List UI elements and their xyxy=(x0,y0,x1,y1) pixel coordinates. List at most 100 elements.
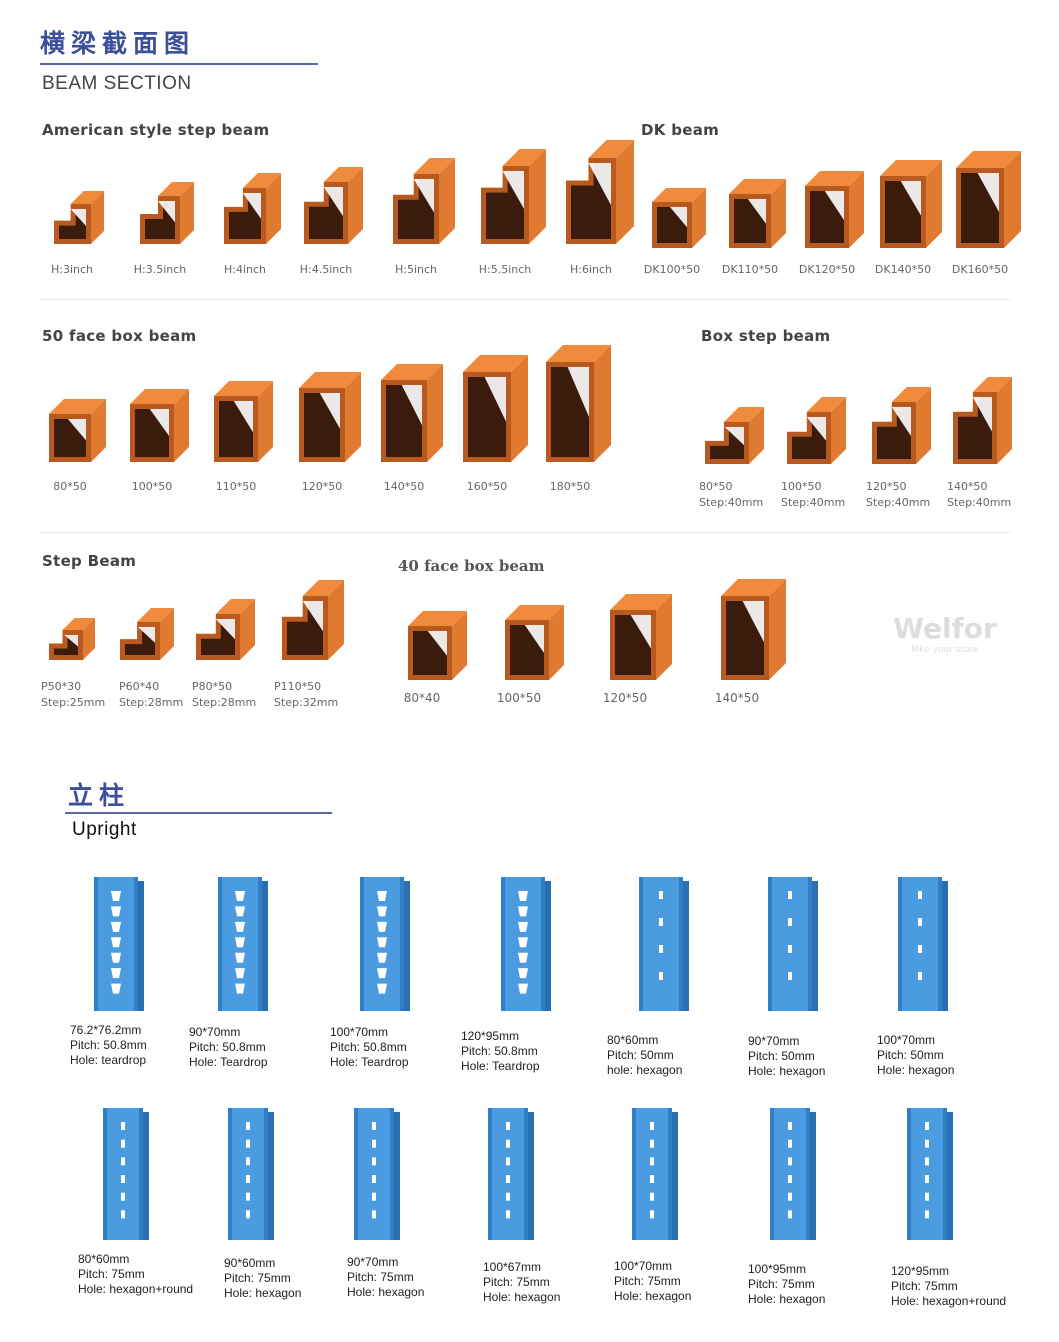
upright-image xyxy=(354,1108,400,1240)
upright-spec-hole: Hole: hexagon xyxy=(224,1286,302,1300)
upright-spec-size: 100*70mm xyxy=(614,1259,673,1273)
upright-spec-hole: Hole: hexagon xyxy=(748,1064,826,1078)
upright-spec-size: 90*70mm xyxy=(189,1025,241,1039)
beam-profile-image xyxy=(140,182,194,244)
beam-profile-image xyxy=(304,167,363,244)
upright-image xyxy=(218,877,268,1011)
title-rule xyxy=(65,812,332,814)
upright-spec-size: 120*95mm xyxy=(891,1264,950,1278)
title-rule xyxy=(40,63,318,65)
beam-profile-image xyxy=(953,377,1012,464)
upright-spec-size: 100*95mm xyxy=(748,1262,807,1276)
beam-size-label: P110*50 xyxy=(274,680,322,693)
beam-profile-image xyxy=(652,188,706,248)
upright-image xyxy=(907,1108,953,1240)
beam-size-label: H:3.5inch xyxy=(133,263,187,276)
beam-profile-image xyxy=(393,158,455,244)
beam-size-label: 100*50 xyxy=(131,480,173,493)
beam-size-label: 120*50 xyxy=(301,480,343,493)
beam-size-label: DK100*50 xyxy=(643,263,701,276)
upright-spec-hole: Hole: Teardrop xyxy=(189,1055,268,1069)
upright-spec-hole: Hole: hexagon+round xyxy=(891,1294,1007,1308)
upright-spec-pitch: Pitch: 50.8mm xyxy=(189,1040,266,1054)
upright-spec-hole: Hole: hexagon xyxy=(614,1289,692,1303)
watermark-brand: Welfor xyxy=(893,612,997,645)
upright-image xyxy=(639,877,689,1011)
beam-size-label: 110*50 xyxy=(215,480,257,493)
upright-spec-pitch: Pitch: 50mm xyxy=(877,1048,944,1062)
beam-profile-image xyxy=(566,140,634,244)
beam-profile-image xyxy=(49,618,95,660)
beam-profile-image xyxy=(120,608,174,660)
beam-profile-image xyxy=(610,594,672,680)
upright-spec-hole: Hole: hexagon xyxy=(748,1292,826,1306)
beam-profile-image xyxy=(505,605,564,680)
beam-profile-image xyxy=(805,171,864,248)
beam-profile-image xyxy=(481,149,546,244)
upright-spec-size: 90*70mm xyxy=(748,1034,800,1048)
upright-spec-hole: Hole: hexagon xyxy=(877,1063,955,1077)
upright-image xyxy=(228,1108,274,1240)
upright-spec-hole: Hole: hexagon xyxy=(347,1285,425,1299)
upright-spec-pitch: Pitch: 50.8mm xyxy=(330,1040,407,1054)
beam-size-label: DK110*50 xyxy=(721,263,779,276)
beam-profile-image xyxy=(224,173,281,244)
beam-size-label: P50*30 xyxy=(41,680,82,693)
beam-step-label: Step:28mm xyxy=(119,696,184,709)
beam-profile-image xyxy=(872,387,931,464)
divider xyxy=(40,532,1010,533)
beam-size-label: H:4inch xyxy=(223,263,267,276)
upright-spec-size: 120*95mm xyxy=(461,1029,520,1043)
beam-profile-image xyxy=(49,399,106,462)
upright-spec-pitch: Pitch: 50mm xyxy=(748,1049,815,1063)
beam-profile-image xyxy=(546,345,611,462)
beam-profile-image xyxy=(463,355,528,462)
upright-image xyxy=(632,1108,678,1240)
upright-image xyxy=(501,877,551,1011)
upright-spec-size: 100*70mm xyxy=(330,1025,389,1039)
beam-profile-image xyxy=(721,579,786,680)
upright-spec-hole: Hole: hexagon xyxy=(483,1290,561,1304)
upright-spec-pitch: Pitch: 50mm xyxy=(607,1048,674,1062)
watermark-logo: Welfor Mke your store xyxy=(875,612,1015,655)
beam-size-label: P60*40 xyxy=(119,680,160,693)
beam-size-label: 100*50 xyxy=(781,480,822,493)
beam-profile-image xyxy=(53,191,104,244)
beam-size-label: 120*50 xyxy=(602,691,648,705)
beam-size-label: H:5.5inch xyxy=(478,263,532,276)
upright-spec-pitch: Pitch: 75mm xyxy=(78,1267,145,1281)
upright-spec-pitch: Pitch: 75mm xyxy=(614,1274,681,1288)
beam-size-label: H:4.5inch xyxy=(299,263,353,276)
beam-step-label: Step:40mm xyxy=(866,496,931,509)
upright-spec-hole: Hole: hexagon+round xyxy=(78,1282,194,1296)
beam-profile-image xyxy=(299,372,361,462)
upright-spec-size: 90*60mm xyxy=(224,1256,276,1270)
beam-section-title-en: BEAM SECTION xyxy=(42,73,192,94)
beam-profile-image xyxy=(705,407,764,464)
beam-size-label: DK160*50 xyxy=(951,263,1009,276)
beam-size-label: H:3inch xyxy=(50,263,94,276)
upright-image xyxy=(898,877,948,1011)
beam-profile-image xyxy=(196,599,255,660)
upright-title-en: Upright xyxy=(72,819,137,840)
beam-size-label: P80*50 xyxy=(192,680,233,693)
upright-spec-hole: Hole: Teardrop xyxy=(461,1059,540,1073)
watermark-tagline: Mke your store xyxy=(911,645,979,655)
beam-profile-image xyxy=(787,397,846,464)
upright-spec-pitch: Pitch: 75mm xyxy=(347,1270,414,1284)
beam-size-label: 140*50 xyxy=(383,480,425,493)
american-beam-heading: American style step beam xyxy=(42,121,270,139)
face40-heading: 40 face box beam xyxy=(398,557,545,575)
upright-spec-hole: Hole: teardrop xyxy=(70,1053,147,1067)
beam-profile-image xyxy=(130,389,189,462)
upright-spec-size: 76.2*76.2mm xyxy=(70,1023,142,1037)
beam-profile-image xyxy=(408,611,467,680)
upright-spec-pitch: Pitch: 50.8mm xyxy=(70,1038,147,1052)
beam-profile-image xyxy=(214,381,273,462)
upright-spec-pitch: Pitch: 75mm xyxy=(224,1271,291,1285)
beam-size-label: 140*50 xyxy=(714,691,760,705)
beam-size-label: 80*50 xyxy=(53,480,87,493)
beam-step-label: Step:32mm xyxy=(274,696,339,709)
beam-step-label: Step:28mm xyxy=(192,696,257,709)
